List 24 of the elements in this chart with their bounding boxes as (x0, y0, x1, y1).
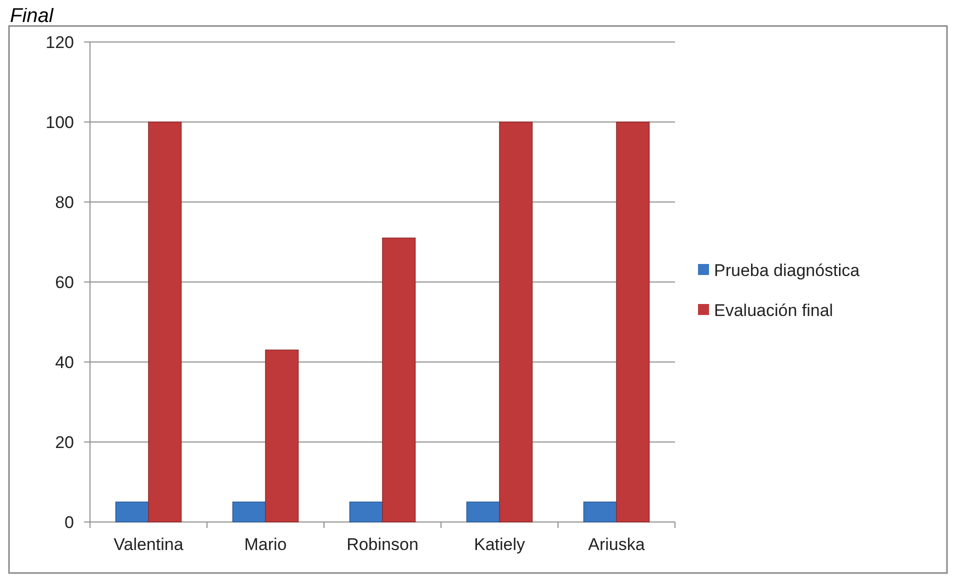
legend-label: Prueba diagnóstica (714, 260, 860, 280)
bar (616, 122, 650, 522)
y-tick-label: 20 (55, 432, 74, 452)
bar (382, 238, 416, 522)
x-tick-label: Robinson (346, 535, 418, 554)
bar (583, 502, 617, 522)
bar (466, 502, 500, 522)
x-tick-label: Mario (244, 535, 287, 554)
y-tick-label: 60 (55, 272, 74, 292)
y-tick-label: 80 (55, 192, 74, 212)
bar (349, 502, 383, 522)
y-tick-label: 120 (46, 32, 74, 52)
bar (499, 122, 533, 522)
legend-label: Evaluación final (714, 300, 834, 320)
bar (148, 122, 182, 522)
y-tick-label: 40 (55, 352, 74, 372)
bar (115, 502, 149, 522)
x-tick-label: Valentina (114, 535, 184, 554)
x-tick-label: Ariuska (588, 535, 646, 554)
x-tick-label: Katiely (474, 535, 526, 554)
bar (265, 350, 299, 522)
y-tick-label: 0 (64, 512, 74, 532)
y-tick-label: 100 (46, 112, 74, 132)
bar (232, 502, 266, 522)
